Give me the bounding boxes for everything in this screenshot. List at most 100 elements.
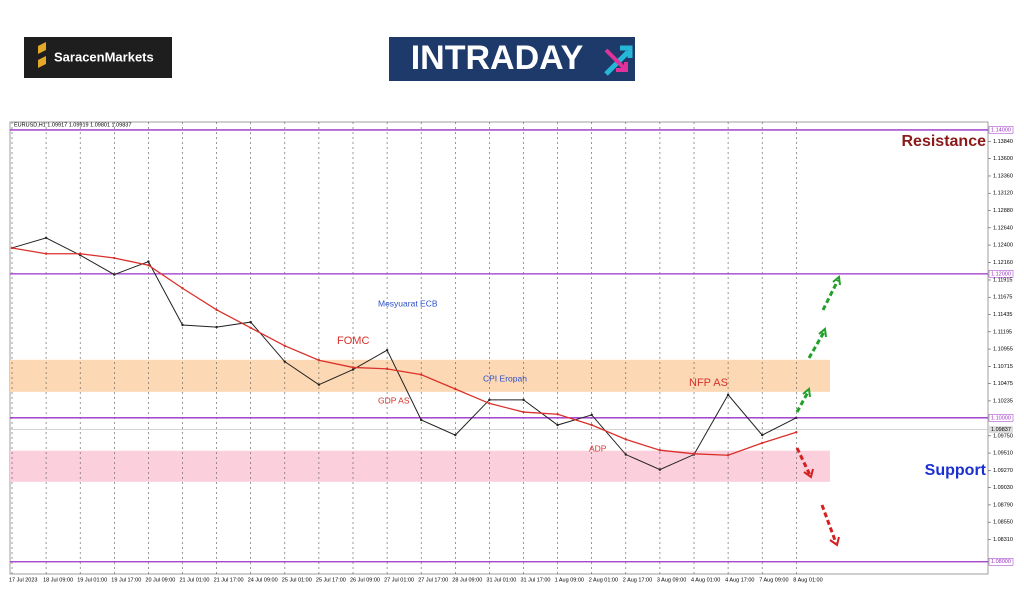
price-point (147, 264, 150, 267)
y-tick-label: 1.11915 (993, 277, 1012, 283)
x-tick-label: 25 Jul 17:00 (316, 577, 346, 583)
price-point (283, 344, 286, 348)
price-point (761, 433, 764, 437)
scenario-arrow (821, 279, 840, 311)
x-tick-label: 8 Aug 01:00 (793, 577, 822, 583)
price-point (420, 373, 423, 376)
annotation: FOMC (337, 335, 369, 347)
price-point (420, 418, 423, 422)
y-tick-label: 1.12400 (993, 243, 1013, 249)
y-tick-label: 1.08310 (993, 537, 1013, 543)
logo-box (24, 37, 172, 78)
price-point (522, 410, 525, 414)
arrow-head (818, 327, 827, 338)
price-point (385, 367, 389, 371)
price-point (215, 325, 218, 329)
price-point (761, 441, 764, 445)
price-point (351, 368, 355, 371)
price-point (79, 252, 82, 255)
y-tick-label: 1.10955 (993, 347, 1013, 353)
y-tick-label: 1.09750 (993, 433, 1013, 439)
y-tick-label: 1.13360 (993, 173, 1013, 179)
annotation: ADP (589, 443, 607, 453)
price-point (488, 402, 491, 405)
price-point (181, 323, 184, 327)
zone (10, 450, 830, 482)
arrow-head (832, 275, 841, 286)
price-point (522, 398, 525, 402)
y-tick-label: 1.13840 (993, 139, 1013, 145)
x-tick-label: 7 Aug 09:00 (759, 577, 788, 583)
x-tick-label: 27 Jul 01:00 (384, 577, 414, 583)
price-point (454, 433, 457, 437)
x-tick-label: 4 Aug 17:00 (725, 577, 754, 583)
price-point (181, 287, 184, 290)
price-point (454, 387, 457, 391)
price-point (283, 360, 286, 363)
logo-icon (38, 42, 46, 68)
annotation: CPI Eropah (483, 373, 527, 383)
price-point (147, 260, 150, 263)
x-tick-label: 28 Jul 09:00 (452, 577, 482, 583)
price-point (556, 423, 559, 427)
x-tick-label: 2 Aug 01:00 (589, 577, 618, 583)
level-label: 1.14000 (991, 127, 1011, 133)
price-point (658, 468, 662, 471)
x-tick-label: 19 Jul 01:00 (77, 577, 107, 583)
price-point (351, 366, 355, 369)
price-point (44, 236, 48, 240)
x-tick-label: 18 Jul 09:00 (43, 577, 73, 583)
current-tag (989, 426, 1013, 434)
series-line (11, 247, 797, 456)
x-tick-label: 25 Jul 01:00 (282, 577, 312, 583)
x-tick-label: 2 Aug 17:00 (623, 577, 652, 583)
x-tick-label: 1 Aug 09:00 (555, 577, 584, 583)
x-tick-label: 31 Jul 01:00 (486, 577, 516, 583)
y-tick-label: 1.11675 (993, 295, 1012, 301)
price-point (249, 320, 252, 324)
banner-text: INTRADAY (411, 39, 584, 77)
scenario-arrow (807, 331, 826, 359)
level-tag (988, 558, 1014, 566)
y-tick-label: 1.11435 (993, 312, 1012, 318)
arrow-head (803, 468, 814, 479)
annotation: Mesyuarat ECB (378, 298, 438, 308)
y-tick-label: 1.08550 (993, 520, 1013, 526)
y-tick-label: 1.10715 (993, 364, 1013, 370)
price-point (113, 273, 116, 276)
x-tick-label: 20 Jul 09:00 (145, 577, 175, 583)
support-label: Support (925, 462, 987, 479)
price-point (590, 423, 593, 427)
y-tick-label: 1.09270 (993, 468, 1013, 474)
price-point (795, 431, 798, 434)
chart-title: EURUSD,H1 1.09917 1.09919 1.09801 1.0983… (14, 122, 131, 128)
y-tick-label: 1.13600 (993, 156, 1013, 162)
x-tick-label: 21 Jul 01:00 (180, 577, 210, 583)
arrow-head (802, 387, 811, 398)
x-tick-label: 27 Jul 17:00 (418, 577, 448, 583)
x-tick-label: 19 Jul 17:00 (111, 577, 141, 583)
banner-box (389, 37, 635, 81)
level-label: 1.08000 (991, 559, 1011, 565)
y-tick-label: 1.10475 (993, 381, 1013, 387)
price-point (658, 449, 662, 452)
y-tick-label: 1.11195 (993, 329, 1012, 335)
annotation: GDP AS (378, 395, 410, 405)
banner-arrow (604, 48, 628, 72)
x-tick-label: 24 Jul 09:00 (248, 577, 278, 583)
price-point (556, 413, 559, 416)
logo-text: SaracenMarkets (54, 49, 154, 64)
price-point (249, 326, 252, 330)
arrow-head (829, 536, 840, 547)
current-label: 1.09837 (991, 427, 1011, 433)
price-point (113, 256, 116, 260)
plot-frame (9, 121, 989, 575)
resistance-label: Resistance (902, 133, 987, 150)
x-tick-label: 3 Aug 09:00 (657, 577, 686, 583)
zone (10, 359, 830, 392)
price-point (624, 438, 627, 441)
price-point (692, 452, 696, 456)
price-point (795, 416, 798, 420)
